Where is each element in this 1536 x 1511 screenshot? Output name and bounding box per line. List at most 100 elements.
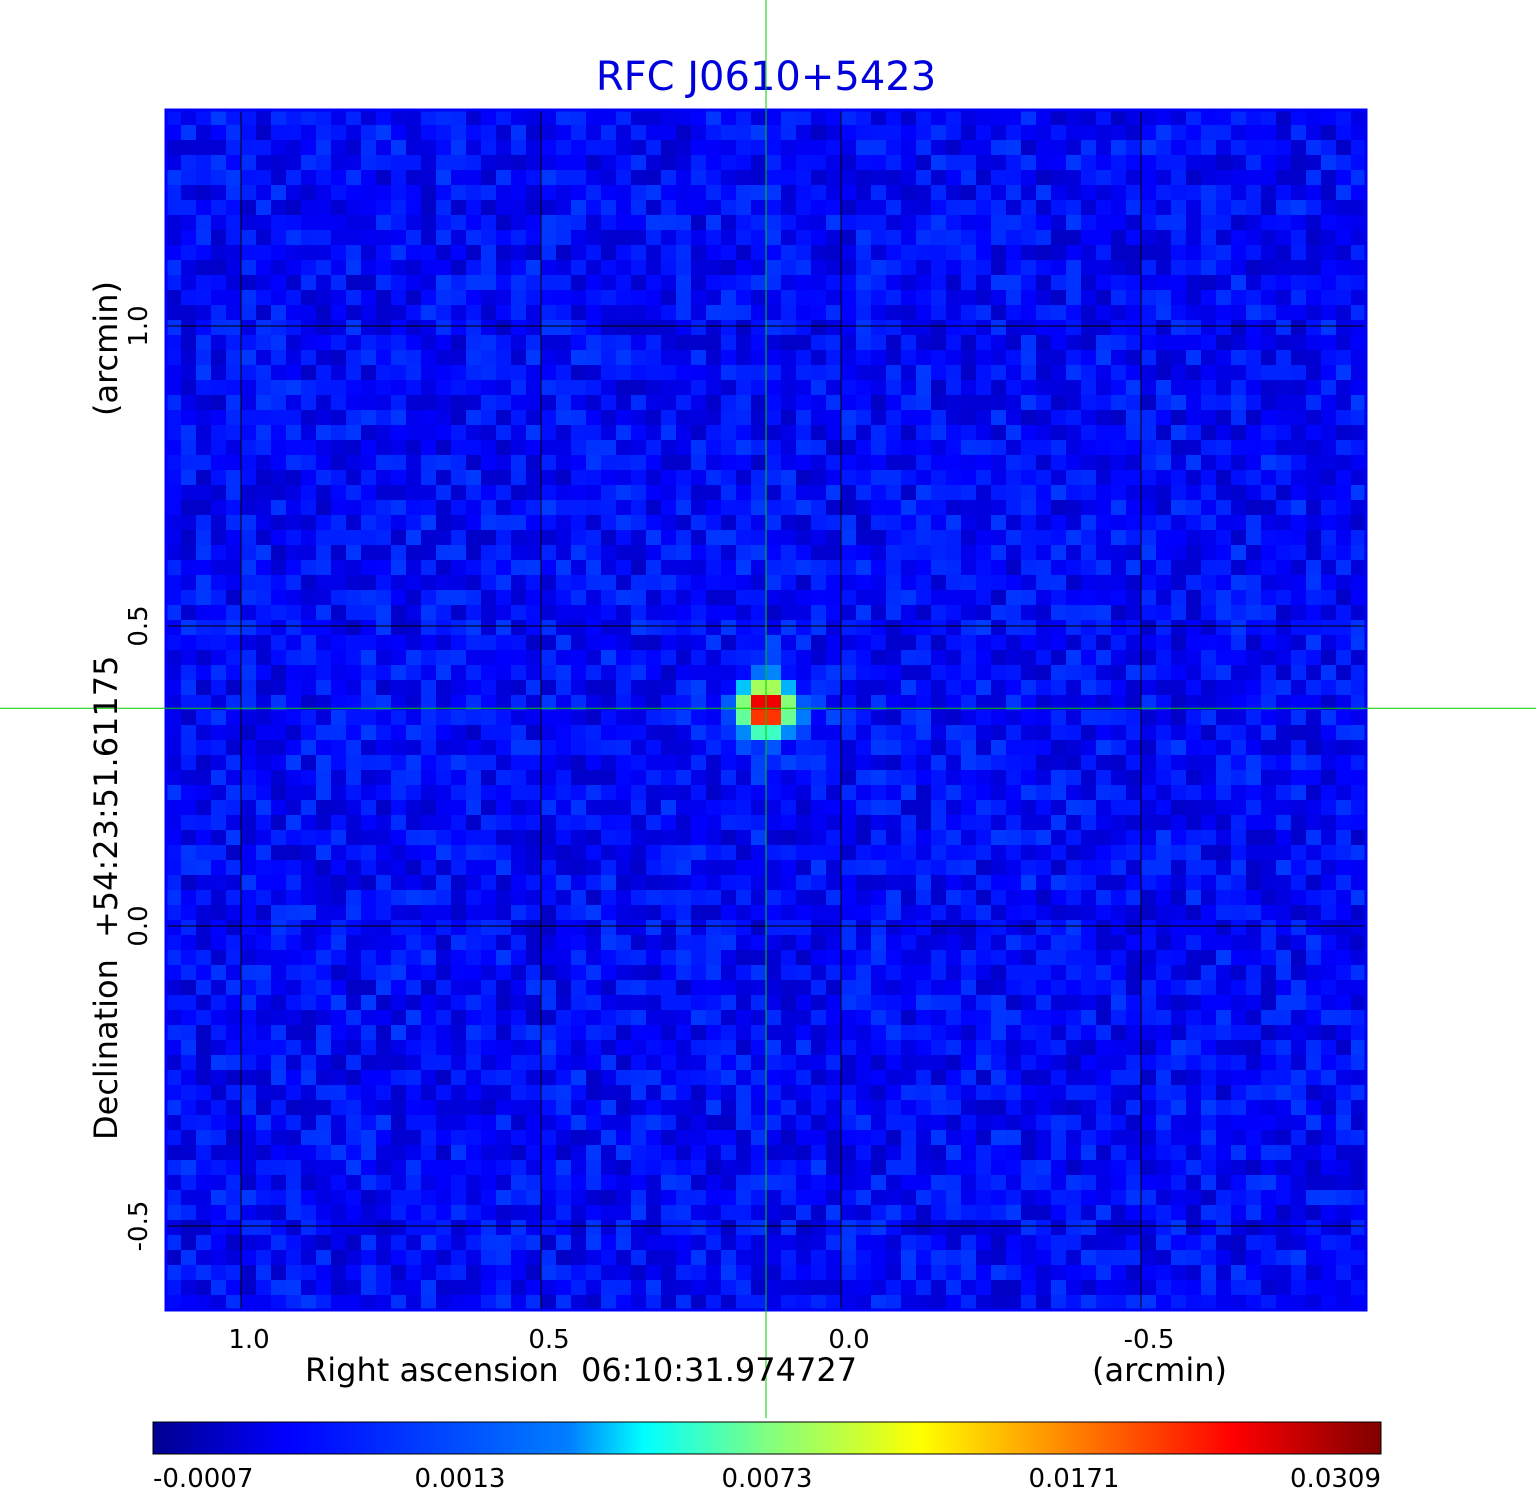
heatmap-cell <box>841 515 857 531</box>
heatmap-cell <box>991 785 1007 801</box>
heatmap-cell <box>346 200 362 216</box>
heatmap-cell <box>271 545 287 561</box>
heatmap-cell <box>1036 185 1052 201</box>
heatmap-cell <box>421 815 437 831</box>
heatmap-cell <box>1126 845 1142 861</box>
heatmap-cell <box>541 1025 557 1041</box>
heatmap-cell <box>706 875 722 891</box>
heatmap-cell <box>526 665 542 681</box>
heatmap-cell <box>916 215 932 231</box>
heatmap-cell <box>541 770 557 786</box>
heatmap-cell <box>1096 425 1112 441</box>
heatmap-cell <box>301 200 317 216</box>
heatmap-cell <box>871 440 887 456</box>
heatmap-cell <box>466 935 482 951</box>
heatmap-cell <box>1066 650 1082 666</box>
heatmap-cell <box>541 680 557 696</box>
heatmap-cell <box>1141 185 1157 201</box>
heatmap-cell <box>886 740 902 756</box>
heatmap-cell <box>1156 575 1172 591</box>
heatmap-cell <box>871 395 887 411</box>
heatmap-cell <box>661 110 677 126</box>
heatmap-cell <box>661 530 677 546</box>
heatmap-cell <box>886 770 902 786</box>
heatmap-cell <box>631 215 647 231</box>
heatmap-cell <box>406 545 422 561</box>
heatmap-cell <box>826 800 842 816</box>
heatmap-cell <box>1096 575 1112 591</box>
heatmap-cell <box>961 185 977 201</box>
heatmap-cell <box>1141 590 1157 606</box>
heatmap-cell <box>691 1010 707 1026</box>
heatmap-cell <box>1336 245 1352 261</box>
heatmap-cell <box>916 695 932 711</box>
heatmap-cell <box>1036 455 1052 471</box>
heatmap-cell <box>271 740 287 756</box>
heatmap-cell <box>256 980 272 996</box>
heatmap-cell <box>346 335 362 351</box>
heatmap-cell <box>1141 140 1157 156</box>
heatmap-cell <box>916 395 932 411</box>
heatmap-cell <box>526 500 542 516</box>
heatmap-cell <box>1156 260 1172 276</box>
heatmap-cell <box>916 170 932 186</box>
heatmap-cell <box>1336 995 1352 1011</box>
heatmap-cell <box>1006 245 1022 261</box>
heatmap-cell <box>1141 890 1157 906</box>
heatmap-cell <box>931 440 947 456</box>
heatmap-cell <box>1306 470 1322 486</box>
heatmap-cell <box>1051 470 1067 486</box>
heatmap-cell <box>466 395 482 411</box>
heatmap-cell <box>451 695 467 711</box>
heatmap-cell <box>301 410 317 426</box>
heatmap-cell <box>601 140 617 156</box>
heatmap-cell <box>1036 245 1052 261</box>
heatmap-cell <box>481 275 497 291</box>
heatmap-cell <box>991 800 1007 816</box>
heatmap-cell <box>1156 170 1172 186</box>
heatmap-cell <box>676 740 692 756</box>
heatmap-cell <box>571 935 587 951</box>
heatmap-cell <box>1351 785 1366 801</box>
heatmap-cell <box>751 815 767 831</box>
heatmap-cell <box>856 335 872 351</box>
heatmap-cell <box>181 530 197 546</box>
heatmap-cell <box>1021 665 1037 681</box>
heatmap-cell <box>226 125 242 141</box>
heatmap-cell <box>661 965 677 981</box>
heatmap-cell <box>976 1025 992 1041</box>
heatmap-cell <box>751 665 767 681</box>
heatmap-cell <box>1351 605 1366 621</box>
heatmap-cell <box>961 425 977 441</box>
heatmap-cell <box>766 350 782 366</box>
heatmap-cell <box>316 785 332 801</box>
heatmap-cell <box>826 1025 842 1041</box>
heatmap-cell <box>271 785 287 801</box>
heatmap-cell <box>886 125 902 141</box>
heatmap-cell <box>1201 110 1217 126</box>
heatmap-cell <box>586 1010 602 1026</box>
heatmap-cell <box>166 815 182 831</box>
heatmap-cell <box>1246 770 1262 786</box>
heatmap-cell <box>736 695 752 711</box>
heatmap-cell <box>1246 530 1262 546</box>
heatmap-cell <box>616 215 632 231</box>
heatmap-cell <box>961 830 977 846</box>
heatmap-cell <box>811 770 827 786</box>
heatmap-cell <box>361 455 377 471</box>
heatmap-cell <box>1336 560 1352 576</box>
heatmap-cell <box>736 860 752 876</box>
heatmap-cell <box>1306 245 1322 261</box>
heatmap-cell <box>706 650 722 666</box>
heatmap-cell <box>196 980 212 996</box>
heatmap-cell <box>586 1025 602 1041</box>
heatmap-cell <box>856 560 872 576</box>
heatmap-cell <box>1036 980 1052 996</box>
heatmap-cell <box>1321 920 1337 936</box>
heatmap-cell <box>736 410 752 426</box>
heatmap-cell <box>361 1040 377 1056</box>
heatmap-cell <box>271 245 287 261</box>
heatmap-cell <box>1066 815 1082 831</box>
heatmap-cell <box>571 980 587 996</box>
heatmap-cell <box>1246 125 1262 141</box>
